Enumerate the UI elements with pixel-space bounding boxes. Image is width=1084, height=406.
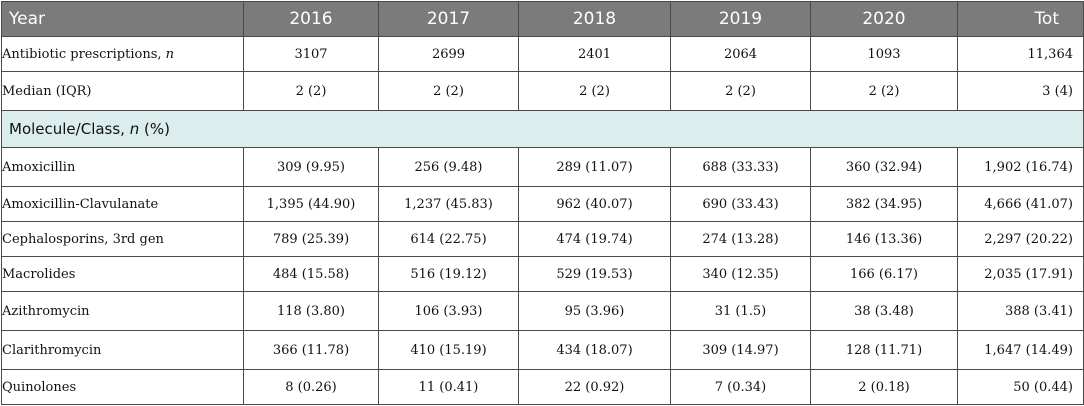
row-label-prescriptions: Antibiotic prescriptions, n <box>1 36 244 72</box>
table-row: Amoxicillin 309 (9.95) 256 (9.48) 289 (1… <box>1 147 1084 187</box>
table-cell: 309 (14.97) <box>670 330 811 370</box>
table-cell: 388 (3.41) <box>957 291 1084 331</box>
table-cell: 1093 <box>810 36 958 72</box>
table-cell: 2 (2) <box>670 71 811 111</box>
table-cell: 484 (15.58) <box>243 256 379 292</box>
row-label-quinolones: Quinolones <box>1 369 244 405</box>
row-label-macrolides: Macrolides <box>1 256 244 292</box>
table-cell: 22 (0.92) <box>518 369 671 405</box>
column-header-2020: 2020 <box>810 1 958 37</box>
section-label: Molecule/Class, <box>9 120 130 138</box>
table-cell: 11 (0.41) <box>378 369 519 405</box>
table-row: Azithromycin 118 (3.80) 106 (3.93) 95 (3… <box>1 291 1084 331</box>
table-cell: 382 (34.95) <box>810 186 958 222</box>
table-cell: 4,666 (41.07) <box>957 186 1084 222</box>
table-cell: 8 (0.26) <box>243 369 379 405</box>
table-cell: 340 (12.35) <box>670 256 811 292</box>
table-cell: 11,364 <box>957 36 1084 72</box>
table-row: Cephalosporins, 3rd gen 789 (25.39) 614 … <box>1 221 1084 257</box>
row-label-median: Median (IQR) <box>1 71 244 111</box>
table-cell: 2699 <box>378 36 519 72</box>
table-cell: 2 (2) <box>378 71 519 111</box>
table-row: Median (IQR) 2 (2) 2 (2) 2 (2) 2 (2) 2 (… <box>1 71 1084 111</box>
table-cell: 256 (9.48) <box>378 147 519 187</box>
table-cell: 95 (3.96) <box>518 291 671 331</box>
row-label-italic: n <box>165 46 175 62</box>
table-cell: 50 (0.44) <box>957 369 1084 405</box>
table-cell: 434 (18.07) <box>518 330 671 370</box>
table-cell: 2 (2) <box>518 71 671 111</box>
table-cell: 410 (15.19) <box>378 330 519 370</box>
table-cell: 688 (33.33) <box>670 147 811 187</box>
table-cell: 2 (2) <box>243 71 379 111</box>
table-cell: 2064 <box>670 36 811 72</box>
table-cell: 31 (1.5) <box>670 291 811 331</box>
row-label-text: Antibiotic prescriptions, <box>2 46 166 62</box>
row-label-amoxicillin: Amoxicillin <box>1 147 244 187</box>
table-cell: 146 (13.36) <box>810 221 958 257</box>
table-cell: 309 (9.95) <box>243 147 379 187</box>
table-cell: 2,035 (17.91) <box>957 256 1084 292</box>
section-header: Molecule/Class, n (%) <box>1 110 1084 148</box>
table-cell: 474 (19.74) <box>518 221 671 257</box>
table-cell: 962 (40.07) <box>518 186 671 222</box>
table-row: Antibiotic prescriptions, n 3107 2699 24… <box>1 36 1084 72</box>
table-cell: 106 (3.93) <box>378 291 519 331</box>
table-cell: 789 (25.39) <box>243 221 379 257</box>
table-cell: 1,395 (44.90) <box>243 186 379 222</box>
table-cell: 360 (32.94) <box>810 147 958 187</box>
section-header-row: Molecule/Class, n (%) <box>1 110 1084 148</box>
table-cell: 3 (4) <box>957 71 1084 111</box>
table-cell: 289 (11.07) <box>518 147 671 187</box>
row-label-cephalosporins: Cephalosporins, 3rd gen <box>1 221 244 257</box>
table-cell: 38 (3.48) <box>810 291 958 331</box>
table-row: Clarithromycin 366 (11.78) 410 (15.19) 4… <box>1 330 1084 370</box>
table-cell: 7 (0.34) <box>670 369 811 405</box>
column-header-year: Year <box>1 1 244 37</box>
table-cell: 1,902 (16.74) <box>957 147 1084 187</box>
table-cell: 3107 <box>243 36 379 72</box>
table-cell: 1,647 (14.49) <box>957 330 1084 370</box>
column-header-2017: 2017 <box>378 1 519 37</box>
table-cell: 166 (6.17) <box>810 256 958 292</box>
table-cell: 614 (22.75) <box>378 221 519 257</box>
row-label-azithromycin: Azithromycin <box>1 291 244 331</box>
table-cell: 2401 <box>518 36 671 72</box>
table-header-row: Year 2016 2017 2018 2019 2020 Tot <box>1 1 1084 37</box>
table-row: Amoxicillin-Clavulanate 1,395 (44.90) 1,… <box>1 186 1084 222</box>
table-row: Quinolones 8 (0.26) 11 (0.41) 22 (0.92) … <box>1 369 1084 405</box>
table-row: Macrolides 484 (15.58) 516 (19.12) 529 (… <box>1 256 1084 292</box>
table-cell: 1,237 (45.83) <box>378 186 519 222</box>
row-label-amoxicillin-clavulanate: Amoxicillin-Clavulanate <box>1 186 244 222</box>
table-cell: 2,297 (20.22) <box>957 221 1084 257</box>
table-cell: 128 (11.71) <box>810 330 958 370</box>
section-label-italic: n <box>129 120 140 138</box>
column-header-2016: 2016 <box>243 1 379 37</box>
section-label-suffix: (%) <box>139 120 170 138</box>
column-header-2018: 2018 <box>518 1 671 37</box>
row-label-clarithromycin: Clarithromycin <box>1 330 244 370</box>
table-cell: 274 (13.28) <box>670 221 811 257</box>
table-cell: 529 (19.53) <box>518 256 671 292</box>
table-cell: 118 (3.80) <box>243 291 379 331</box>
column-header-total: Tot <box>957 1 1084 37</box>
column-header-2019: 2019 <box>670 1 811 37</box>
table-cell: 2 (0.18) <box>810 369 958 405</box>
table-cell: 366 (11.78) <box>243 330 379 370</box>
table-cell: 516 (19.12) <box>378 256 519 292</box>
table-cell: 690 (33.43) <box>670 186 811 222</box>
table-cell: 2 (2) <box>810 71 958 111</box>
